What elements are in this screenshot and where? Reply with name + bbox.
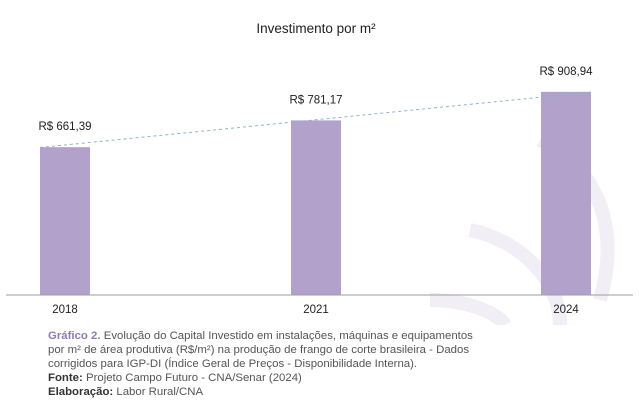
chart-title: Investimento por m² (256, 21, 376, 36)
data-label-2018: R$ 661,39 (38, 121, 91, 133)
data-label-2021: R$ 781,17 (289, 94, 342, 106)
figure-text-line1: Evolução do Capital Investido em instala… (103, 330, 473, 342)
elaboration-label: Elaboração: (48, 386, 114, 398)
bar-chart: Investimento por m² R$ 661,39 R$ 781,17 R$… (6, 21, 633, 325)
figure-caption: Gráfico 2. Evolução do Capital Investido… (48, 329, 608, 399)
trend-line (39, 91, 592, 148)
figure-text-line3: corrigidos para IGP-DI (Índice Geral de … (48, 358, 418, 370)
bar-2018 (40, 147, 90, 295)
source-label: Fonte: (48, 372, 83, 384)
data-label-2024: R$ 908,94 (539, 66, 593, 78)
bar-2024 (541, 91, 591, 295)
bar-2021 (291, 120, 341, 295)
figure-label: Gráfico 2. (48, 330, 101, 342)
source-text: Projeto Campo Futuro - CNA/Senar (2024) (85, 372, 302, 384)
x-tick-label-2024: 2024 (553, 304, 579, 316)
elaboration-text: Labor Rural/CNA (116, 386, 204, 398)
x-tick-label-2021: 2021 (303, 304, 329, 316)
x-tick-label-2018: 2018 (52, 304, 78, 316)
figure-text-line2: por m² de área produtiva (R$/m²) na prod… (48, 344, 470, 356)
